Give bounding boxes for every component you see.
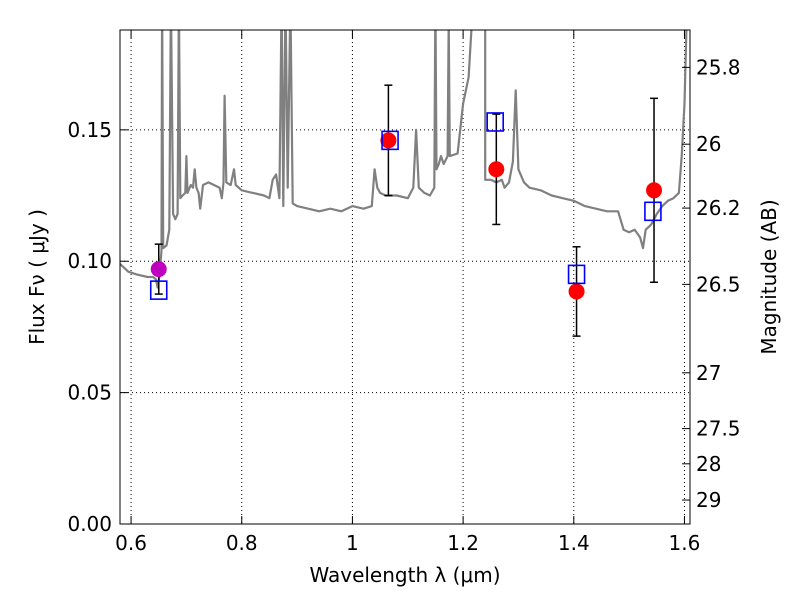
model-point (149, 280, 168, 300)
data-point (646, 182, 663, 199)
data-point (150, 261, 167, 278)
model-point (644, 201, 662, 222)
y2-tick-label: 29 (696, 488, 721, 512)
y-tick-label: 0.10 (67, 249, 112, 273)
y2-tick-label: 26.5 (696, 272, 741, 296)
x-tick-label: 1.2 (447, 531, 479, 555)
data-point (488, 161, 505, 178)
y2-tick-label: 26.2 (696, 196, 741, 220)
model-point (381, 130, 399, 151)
y2-tick-label: 25.8 (696, 55, 741, 79)
model-point (567, 264, 586, 285)
x-tick-label: 1.4 (558, 531, 590, 555)
x-tick-label: 1 (346, 531, 359, 555)
x-tick-label: 1.6 (669, 531, 701, 555)
data-markers (149, 112, 663, 300)
data-point (380, 132, 397, 149)
y-axis-label: Flux Fν ( μJy ) (25, 209, 49, 345)
y-tick-label: 0.05 (67, 381, 112, 405)
y-tick-label: 0.15 (67, 118, 112, 142)
x-tick-label: 0.8 (226, 531, 258, 555)
spectrum-line (120, 30, 688, 289)
y2-tick-label: 27.5 (696, 417, 741, 441)
data-point (568, 283, 585, 300)
axis-ticks: 0.6 0.8 1 1.2 1.4 1.6 0.00 0.05 0.10 0.15 25.8 26 26… (67, 30, 741, 555)
y2-tick-label: 28 (696, 452, 721, 476)
grid-lines (120, 30, 690, 525)
x-tick-label: 0.6 (115, 531, 147, 555)
x-axis-label: Wavelength λ (μm) (309, 563, 500, 587)
y-tick-label: 0.00 (67, 512, 112, 536)
plot-frame (119, 29, 691, 525)
y2-axis-label: Magnitude (AB) (757, 199, 781, 354)
error-bars (154, 84, 659, 337)
y2-tick-label: 27 (696, 361, 721, 385)
template-spectrum (120, 30, 688, 289)
model-point (486, 112, 505, 132)
y2-tick-label: 26 (696, 132, 721, 156)
